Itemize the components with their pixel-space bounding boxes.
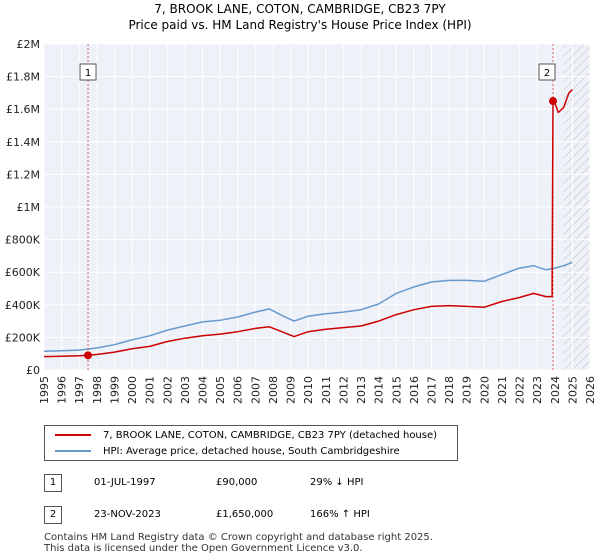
annotation-label: 2 — [544, 68, 550, 79]
x-tick-label: 2012 — [337, 376, 350, 404]
legend-entry-hpi: HPI: Average price, detached house, Sout… — [55, 445, 400, 459]
x-tick-label: 2018 — [443, 376, 456, 404]
y-tick-label: £400K — [5, 299, 41, 312]
footer-licence: This data is licensed under the Open Gov… — [44, 543, 363, 554]
legend-label-property: 7, BROOK LANE, COTON, CAMBRIDGE, CB23 7P… — [103, 430, 438, 441]
x-tick-label: 2021 — [496, 376, 509, 404]
x-tick-label: 2008 — [267, 376, 280, 404]
x-tick-label: 2024 — [549, 376, 562, 404]
x-tick-label: 1996 — [56, 376, 69, 404]
annotation-badge — [79, 63, 97, 81]
sale-date: 01-JUL-1997 — [94, 477, 156, 488]
legend-swatch-property — [55, 434, 91, 436]
x-tick-label: 2014 — [373, 376, 386, 404]
y-tick-label: £600K — [5, 266, 41, 279]
x-tick-label: 2023 — [531, 376, 544, 404]
y-tick-label: £200K — [5, 331, 41, 344]
y-tick-label: £1M — [17, 201, 41, 214]
x-tick-label: 2015 — [390, 376, 403, 404]
annotation-badge — [538, 63, 556, 81]
x-tick-label: 2007 — [249, 376, 262, 404]
y-tick-label: £1.4M — [6, 136, 40, 149]
legend-entry-property: 7, BROOK LANE, COTON, CAMBRIDGE, CB23 7P… — [55, 429, 437, 443]
sale-point — [84, 351, 93, 360]
y-tick-label: £0 — [26, 364, 40, 377]
legend-label-hpi: HPI: Average price, detached house, Sout… — [103, 446, 400, 457]
x-tick-label: 2019 — [461, 376, 474, 404]
sale-price: £1,650,000 — [216, 509, 274, 520]
x-tick-label: 2011 — [320, 376, 333, 404]
footer: Contains HM Land Registry data © Crown c… — [44, 532, 433, 554]
legend-swatch-hpi — [55, 450, 91, 452]
sale-badge: 2 — [44, 506, 62, 524]
y-tick-label: £1.8M — [6, 71, 40, 84]
x-tick-label: 2026 — [584, 376, 597, 404]
x-tick-label: 2017 — [425, 376, 438, 404]
sale-date: 23-NOV-2023 — [94, 509, 161, 520]
x-tick-label: 2010 — [302, 376, 315, 404]
chart-title: 7, BROOK LANE, COTON, CAMBRIDGE, CB23 7P… — [154, 2, 446, 16]
x-tick-label: 2009 — [285, 376, 298, 404]
x-tick-label: 2004 — [197, 376, 210, 404]
annotation-label: 1 — [85, 68, 91, 79]
x-tick-label: 1998 — [91, 376, 104, 404]
x-tick-label: 2002 — [161, 376, 174, 404]
y-tick-label: £2M — [17, 38, 41, 51]
x-tick-label: 1995 — [38, 376, 51, 404]
x-tick-label: 2016 — [408, 376, 421, 404]
chart-subtitle: Price paid vs. HM Land Registry's House … — [128, 18, 472, 32]
x-tick-label: 2005 — [214, 376, 227, 404]
x-tick-label: 2003 — [179, 376, 192, 404]
footer-copyright: Contains HM Land Registry data © Crown c… — [44, 532, 433, 543]
chart-legend: 7, BROOK LANE, COTON, CAMBRIDGE, CB23 7P… — [44, 425, 458, 461]
sale-hpi-change: 29% ↓ HPI — [310, 477, 364, 488]
price-chart: 1 2 1995 1996 1997 1998 1999 2000 2001 2002 2003 2… — [5, 38, 597, 404]
x-tick-label: 2001 — [144, 376, 157, 404]
sale-badge: 1 — [44, 474, 62, 492]
series-line-hpi — [43, 261, 573, 353]
x-tick-label: 2025 — [566, 376, 579, 404]
sale-hpi-change: 166% ↑ HPI — [310, 509, 370, 520]
sale-point — [549, 97, 558, 106]
x-tick-label: 2022 — [514, 376, 527, 404]
x-tick-label: 2013 — [355, 376, 368, 404]
y-tick-label: £800K — [5, 234, 41, 247]
y-tick-label: £1.2M — [6, 168, 40, 181]
series-line-property — [43, 89, 573, 358]
y-tick-label: £1.6M — [6, 103, 40, 116]
x-tick-label: 2006 — [232, 376, 245, 404]
x-tick-label: 1999 — [108, 376, 121, 404]
x-tick-label: 2000 — [126, 376, 139, 404]
x-tick-label: 2020 — [478, 376, 491, 404]
sale-price: £90,000 — [216, 477, 258, 488]
x-tick-label: 1997 — [73, 376, 86, 404]
